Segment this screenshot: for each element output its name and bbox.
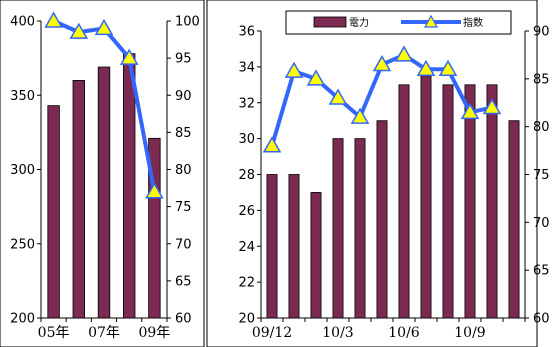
y-tick-label-left: 30 bbox=[238, 132, 255, 147]
bar bbox=[72, 80, 85, 319]
index-marker bbox=[306, 69, 326, 86]
y-tick-label-right: 80 bbox=[175, 163, 192, 178]
bar bbox=[464, 84, 476, 319]
x-tick-label: 09年 bbox=[138, 325, 170, 341]
bar bbox=[442, 84, 454, 319]
index-marker bbox=[394, 45, 414, 62]
x-tick-label: 05年 bbox=[38, 325, 70, 341]
index-marker bbox=[438, 59, 458, 77]
index-marker bbox=[372, 54, 392, 72]
index-marker bbox=[460, 102, 480, 120]
index-marker bbox=[119, 48, 139, 65]
bar bbox=[47, 105, 60, 319]
y-tick-label-right: 85 bbox=[175, 126, 192, 141]
y-tick-label-right: 90 bbox=[533, 25, 550, 40]
y-tick-label-left: 300 bbox=[10, 163, 35, 178]
y-tick-label-right: 70 bbox=[533, 216, 550, 231]
y-tick-label-right: 75 bbox=[175, 200, 192, 215]
bar bbox=[420, 75, 432, 319]
legend-label-line: 指数 bbox=[463, 16, 483, 29]
y-tick-label-left: 28 bbox=[238, 168, 255, 183]
y-tick-label-right: 60 bbox=[533, 312, 550, 327]
y-tick-label-left: 32 bbox=[238, 96, 255, 111]
index-marker bbox=[284, 61, 304, 78]
y-tick-label-right: 100 bbox=[175, 15, 200, 30]
bar bbox=[148, 137, 161, 319]
bar bbox=[266, 174, 278, 319]
bar bbox=[97, 66, 111, 319]
chart-monthly: 20 22 24 26 28 30 32 34 36 60 65 70 75 80 85 90 09/12 10/… bbox=[206, 0, 550, 347]
y-tick-label-right: 60 bbox=[175, 312, 192, 327]
y-tick-label-left: 24 bbox=[238, 240, 255, 255]
index-marker bbox=[416, 59, 436, 77]
index-marker bbox=[94, 18, 114, 36]
y-tick-label-left: 36 bbox=[238, 25, 255, 40]
index-marker bbox=[328, 88, 348, 105]
x-tick-label: 07年 bbox=[88, 325, 120, 341]
index-marker bbox=[350, 107, 370, 124]
legend-label-bar: 電力 bbox=[349, 16, 369, 29]
y-tick-label-right: 90 bbox=[175, 89, 192, 104]
bar bbox=[123, 53, 136, 319]
x-tick-label: 10/6 bbox=[388, 325, 420, 341]
bar bbox=[354, 138, 366, 319]
bar bbox=[288, 174, 300, 319]
y-tick-label-left: 250 bbox=[10, 237, 35, 252]
chart-frame bbox=[206, 0, 538, 347]
y-tick-label-left: 26 bbox=[238, 204, 255, 219]
index-marker bbox=[262, 136, 282, 153]
y-tick-label-left: 200 bbox=[10, 312, 35, 327]
bar bbox=[332, 138, 344, 319]
y-tick-label-right: 70 bbox=[175, 237, 192, 252]
bar bbox=[376, 120, 388, 319]
y-tick-label-right: 75 bbox=[533, 168, 550, 183]
y-tick-label-right: 80 bbox=[533, 120, 550, 135]
legend-marker bbox=[423, 14, 439, 28]
y-tick-label-right: 85 bbox=[533, 72, 550, 87]
bar bbox=[398, 84, 410, 319]
chart-annual: 200 250 300 350 400 60 65 70 75 80 85 90 95 100 05年 07年… bbox=[0, 0, 205, 347]
x-tick-label: 09/12 bbox=[252, 325, 292, 341]
y-tick-label-left: 34 bbox=[238, 60, 255, 75]
index-marker bbox=[145, 182, 164, 199]
y-tick-label-left: 22 bbox=[238, 276, 255, 291]
y-tick-label-left: 20 bbox=[238, 312, 255, 327]
bar bbox=[310, 192, 322, 319]
y-tick-label-left: 350 bbox=[10, 89, 35, 104]
index-marker bbox=[44, 11, 63, 28]
legend-swatch-bar bbox=[313, 16, 347, 28]
y-tick-label-right: 95 bbox=[175, 52, 192, 67]
x-tick-label: 10/3 bbox=[322, 325, 353, 341]
y-tick-label-right: 65 bbox=[175, 274, 192, 289]
bar bbox=[508, 120, 520, 319]
index-marker bbox=[482, 98, 502, 115]
bar bbox=[486, 84, 498, 319]
y-tick-label-left: 400 bbox=[10, 15, 35, 30]
y-tick-label-right: 65 bbox=[533, 264, 550, 279]
index-marker bbox=[69, 22, 89, 39]
x-tick-label: 10/9 bbox=[454, 325, 485, 341]
